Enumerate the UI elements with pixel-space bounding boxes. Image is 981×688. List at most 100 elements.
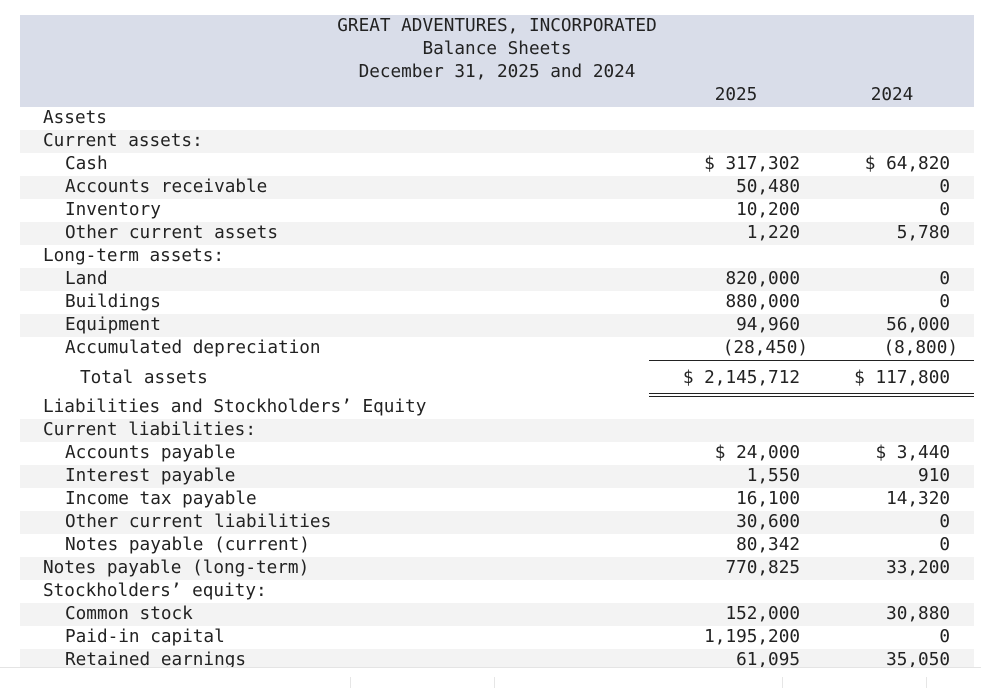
- table-row: Common stock 152,000 30,880: [20, 603, 974, 626]
- table-row: Accounts payable $ 24,000 $ 3,440: [20, 442, 974, 465]
- row-label: Accumulated depreciation: [65, 338, 321, 358]
- row-label: Liabilities and Stockholders’ Equity: [43, 397, 427, 417]
- amount: $ 317,302: [704, 154, 800, 174]
- amount: 1,220: [746, 223, 800, 243]
- amount: 770,825: [725, 558, 800, 578]
- amount: 0: [939, 535, 950, 555]
- row-label: Other current assets: [65, 223, 278, 243]
- table-row: Accumulated depreciation (28,450) (8,800): [20, 337, 974, 360]
- row-label: Paid-in capital: [65, 627, 225, 647]
- row-label: Common stock: [65, 604, 193, 624]
- row-label: Buildings: [65, 292, 161, 312]
- row-label: Cash: [65, 154, 108, 174]
- amount: 10,200: [736, 200, 800, 220]
- amount: 33,200: [886, 558, 950, 578]
- amount: 0: [939, 269, 950, 289]
- amount: $ 64,820: [864, 154, 950, 174]
- table-row: Current liabilities:: [20, 419, 974, 442]
- table-row: Cash $ 317,302 $ 64,820: [20, 153, 974, 176]
- row-label: Long-term assets:: [43, 246, 225, 266]
- row-label: Total assets: [80, 368, 208, 388]
- amount: (28,450): [722, 338, 808, 358]
- amount: 1,195,200: [704, 627, 800, 647]
- company-name: GREAT ADVENTURES, INCORPORATED: [337, 16, 657, 36]
- row-label: Equipment: [65, 315, 161, 335]
- table-row: Land 820,000 0: [20, 268, 974, 291]
- table-row: Other current assets 1,220 5,780: [20, 222, 974, 245]
- amount: 1,550: [746, 466, 800, 486]
- amount: $ 3,440: [875, 443, 950, 463]
- header-band: [20, 15, 974, 107]
- row-label: Notes payable (long-term): [43, 558, 310, 578]
- row-label: Current assets:: [43, 131, 203, 151]
- table-row: Inventory 10,200 0: [20, 199, 974, 222]
- row-label: Accounts receivable: [65, 177, 268, 197]
- row-label: Interest payable: [65, 466, 236, 486]
- separator: [926, 677, 927, 688]
- amount: 94,960: [736, 315, 800, 335]
- table-row: Equipment 94,960 56,000: [20, 314, 974, 337]
- table-row: Liabilities and Stockholders’ Equity: [20, 396, 974, 419]
- amount: (8,800): [883, 338, 958, 358]
- table-row: Retained earnings 61,095 35,050: [20, 649, 974, 667]
- amount: 30,880: [886, 604, 950, 624]
- statement-date: December 31, 2025 and 2024: [358, 62, 636, 82]
- separator: [782, 677, 783, 688]
- table-row: Current assets:: [20, 130, 974, 153]
- row-label: Land: [65, 269, 108, 289]
- table-row: Notes payable (current) 80,342 0: [20, 534, 974, 557]
- separator: [350, 677, 351, 688]
- row-label: Other current liabilities: [65, 512, 332, 532]
- amount: 0: [939, 292, 950, 312]
- amount: 0: [939, 627, 950, 647]
- row-label: Current liabilities:: [43, 420, 256, 440]
- amount: 56,000: [886, 315, 950, 335]
- amount: $ 2,145,712: [682, 368, 800, 388]
- table-row: Income tax payable 16,100 14,320: [20, 488, 974, 511]
- row-label: Inventory: [65, 200, 161, 220]
- amount: 152,000: [725, 604, 800, 624]
- double-rule-bottom: [649, 396, 974, 397]
- amount: 820,000: [725, 269, 800, 289]
- amount: 5,780: [896, 223, 950, 243]
- amount: 50,480: [736, 177, 800, 197]
- amount: 0: [939, 200, 950, 220]
- row-label: Retained earnings: [65, 650, 247, 667]
- amount: 16,100: [736, 489, 800, 509]
- amount: 0: [939, 512, 950, 532]
- amount: 910: [918, 466, 950, 486]
- table-row: Total assets $ 2,145,712 $ 117,800: [20, 360, 974, 396]
- table-row: Paid-in capital 1,195,200 0: [20, 626, 974, 649]
- table-row: Other current liabilities 30,600 0: [20, 511, 974, 534]
- table-row: Notes payable (long-term) 770,825 33,200: [20, 557, 974, 580]
- separator: [494, 677, 495, 688]
- table-row: Long-term assets:: [20, 245, 974, 268]
- amount: 880,000: [725, 292, 800, 312]
- amount: $ 117,800: [854, 368, 950, 388]
- amount: 0: [939, 177, 950, 197]
- amount: 30,600: [736, 512, 800, 532]
- row-label: Notes payable (current): [65, 535, 310, 555]
- amount: 61,095: [736, 650, 800, 667]
- table-row: Accounts receivable 50,480 0: [20, 176, 974, 199]
- row-label: Assets: [43, 108, 107, 128]
- column-header: 2024: [870, 85, 914, 105]
- amount: 35,050: [886, 650, 950, 667]
- table-row: Assets: [20, 107, 974, 130]
- column-header: 2025: [714, 85, 758, 105]
- balance-sheet: GREAT ADVENTURES, INCORPORATED Balance S…: [20, 15, 974, 667]
- footer-bar: [0, 667, 981, 688]
- statement-title: Balance Sheets: [422, 39, 572, 59]
- amount: 80,342: [736, 535, 800, 555]
- table-row: Stockholders’ equity:: [20, 580, 974, 603]
- table-row: Buildings 880,000 0: [20, 291, 974, 314]
- amount: 14,320: [886, 489, 950, 509]
- amount: $ 24,000: [714, 443, 800, 463]
- row-label: Accounts payable: [65, 443, 236, 463]
- row-label: Stockholders’ equity:: [43, 581, 267, 601]
- single-rule: [649, 360, 974, 361]
- table-row: Interest payable 1,550 910: [20, 465, 974, 488]
- row-label: Income tax payable: [65, 489, 257, 509]
- double-rule-top: [649, 393, 974, 394]
